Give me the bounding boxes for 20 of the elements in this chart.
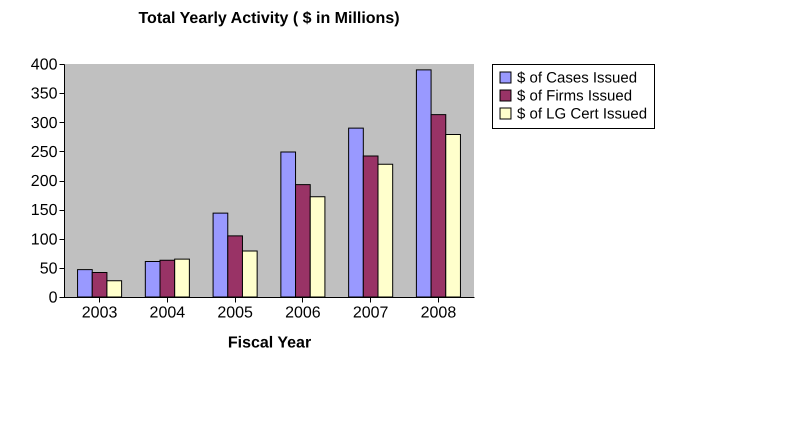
y-tick-label: 200 — [30, 173, 58, 190]
y-tick-label: 100 — [30, 231, 58, 248]
x-tick-label: 2006 — [285, 304, 321, 322]
y-tick-label: 350 — [30, 86, 58, 103]
y-tick-label: 50 — [40, 260, 58, 278]
y-tick-label: 250 — [30, 144, 58, 161]
y-tick-label: 400 — [30, 56, 58, 74]
x-tick-label: 2005 — [217, 304, 254, 322]
x-tick-label: 2007 — [352, 304, 389, 322]
x-tick-label: 2004 — [150, 304, 186, 322]
y-tick-label: 0 — [48, 290, 58, 306]
x-axis-title: Fiscal Year — [228, 334, 312, 352]
chart-title: Total Yearly Activity ( $ in Millions) — [138, 10, 400, 27]
x-tick-label: 2003 — [82, 304, 118, 322]
legend-label: $ of Firms Issued — [517, 88, 632, 104]
y-tick-label: 300 — [30, 114, 58, 132]
legend-label: $ of LG Cert Issued — [517, 106, 648, 122]
x-tick-label: 2008 — [420, 304, 456, 322]
legend-label: $ of Cases Issued — [517, 70, 638, 86]
y-tick-label: 150 — [30, 202, 58, 220]
